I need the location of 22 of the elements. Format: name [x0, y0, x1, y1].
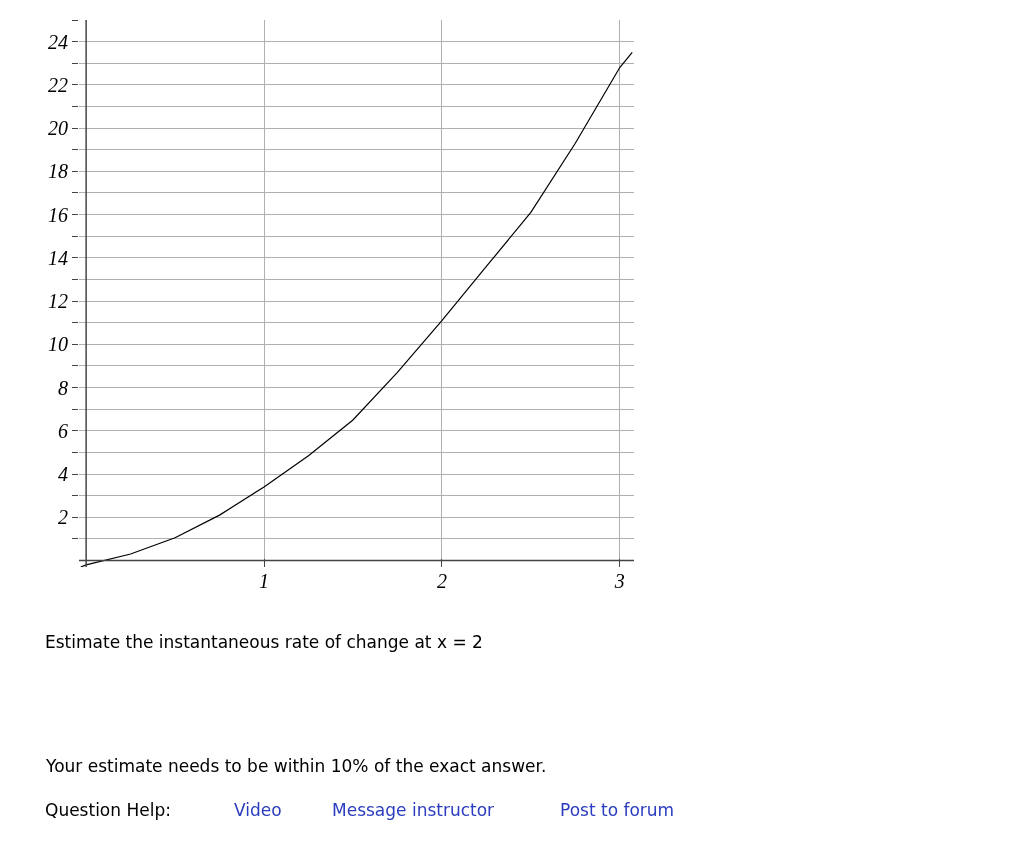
text: Video — [234, 800, 282, 820]
y-tick-label: 12 — [48, 290, 68, 313]
line-series — [80, 51, 633, 567]
y-tick-label: 10 — [48, 333, 68, 356]
y-tick-label: 8 — [58, 376, 68, 399]
text: Estimate the instantaneous rate of change at x = 2 — [45, 632, 483, 652]
y-tick-label: 6 — [58, 419, 68, 442]
y-tick-label: 14 — [48, 246, 68, 269]
y-tick-label: 20 — [48, 117, 68, 140]
text: Your estimate needs to be within 10% of the exact answer. — [45, 756, 547, 776]
y-tick-label: 16 — [48, 203, 68, 226]
y-tick-label: 24 — [48, 30, 68, 53]
text: Message instructor — [332, 800, 495, 820]
y-tick-label: 22 — [48, 73, 68, 96]
text: Post to forum — [560, 800, 675, 820]
y-tick-label: 4 — [58, 463, 68, 486]
x-tick-label: 2 — [436, 570, 447, 592]
x-tick-label: 1 — [259, 570, 269, 592]
x-tick-label: 3 — [613, 570, 625, 592]
text: Question Help: — [45, 800, 171, 820]
y-tick-label: 18 — [48, 160, 68, 183]
y-tick-label: 2 — [58, 506, 68, 529]
